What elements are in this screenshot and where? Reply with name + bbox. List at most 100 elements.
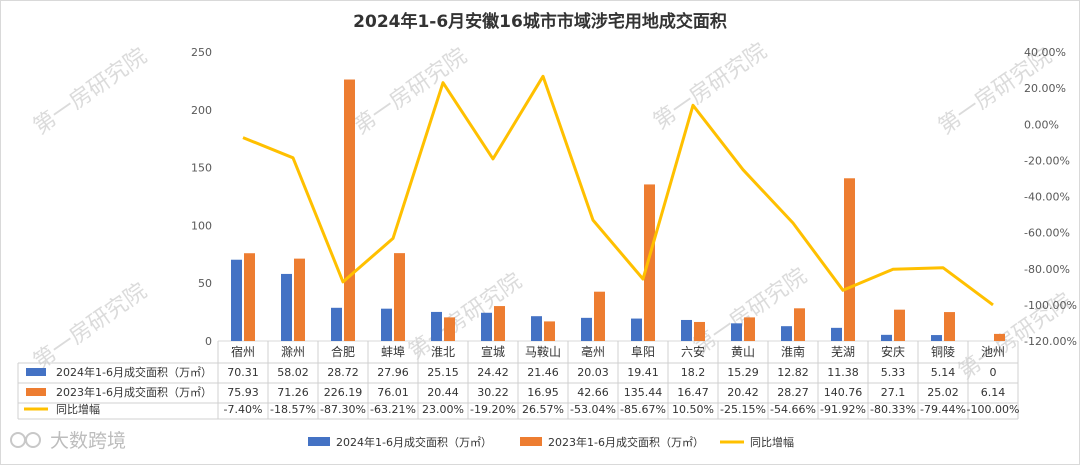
bar-2024 (781, 326, 792, 341)
y-left-tick-label: 250 (191, 46, 212, 59)
category-label: 淮北 (431, 345, 455, 359)
category-label: 阜阳 (631, 345, 655, 359)
table-cell: 70.31 (227, 366, 259, 379)
table-cell: -85.67% (620, 403, 666, 416)
y-axis-right: -120.00% -100.00% -80.00% -60.00% -40.00% -20… (1024, 46, 1077, 348)
table-cell: -87.30% (320, 403, 366, 416)
bar-2024 (231, 259, 242, 341)
table-cell: 71.26 (277, 386, 309, 399)
y-left-tick-label: 200 (191, 104, 212, 117)
logo-mark-icon (25, 432, 41, 448)
category-label: 亳州 (581, 344, 605, 359)
y-right-tick-label: 0.00% (1024, 118, 1059, 131)
bar-2024 (281, 273, 292, 341)
legend-swatch (520, 437, 542, 446)
table-cell: 25.02 (927, 386, 959, 399)
bar-2023 (844, 178, 855, 341)
legend: 2024年1-6月成交面积（万㎡） 2023年1-6月成交面积（万㎡） 同比增幅 (308, 435, 794, 449)
bar-2023 (544, 321, 555, 341)
legend-label: 2024年1-6月成交面积（万㎡） (336, 435, 492, 449)
table-cell: 5.14 (931, 366, 956, 379)
y-left-tick-label: 100 (191, 219, 212, 232)
table-cell: 19.41 (627, 366, 659, 379)
y-right-tick-label: 40.00% (1024, 46, 1066, 59)
table-cell: 25.15 (427, 366, 459, 379)
table-cell: 23.00% (422, 403, 464, 416)
table-cell: -79.44% (920, 403, 966, 416)
bar-2023 (944, 312, 955, 341)
table-cell: 42.66 (577, 386, 609, 399)
bar-2023 (594, 291, 605, 341)
bar-2024 (681, 319, 692, 341)
table-cell: 28.27 (777, 386, 809, 399)
table-cell: 6.14 (981, 386, 1006, 399)
bar-2024 (431, 311, 442, 341)
table-cell: -63.21% (370, 403, 416, 416)
bar-2024 (531, 316, 542, 341)
legend-swatch (308, 437, 330, 446)
table-cell: 0 (990, 366, 997, 379)
y-left-tick-label: 150 (191, 162, 212, 175)
bar-2024 (631, 318, 642, 341)
table-key-swatch (26, 388, 46, 396)
bar-2024 (881, 334, 892, 341)
category-label: 黄山 (731, 345, 755, 359)
table-cell: 15.29 (727, 366, 759, 379)
data-table: 宿州 滁州 合肥 蚌埠 淮北 宣城 马鞍山 亳州 阜阳 六安 黄山 淮南 芜湖 安庆 铜陵 池州 2024年1-… (17, 341, 1019, 420)
table-cell: -91.92% (820, 403, 866, 416)
table-cell: 58.02 (277, 366, 309, 379)
y-right-tick-label: -60.00% (1024, 227, 1070, 240)
y-right-tick-label: -100.00% (1024, 299, 1077, 312)
chart-title: 2024年1-6月安徽16城市市域涉宅用地成交面积 (353, 11, 727, 32)
table-cell: 27.1 (881, 386, 906, 399)
table-cell: -53.04% (570, 403, 616, 416)
brand-logo: 大数跨境 (10, 430, 126, 452)
table-cell: 76.01 (377, 386, 409, 399)
bar-2023 (294, 258, 305, 341)
category-label: 合肥 (331, 344, 355, 359)
bar-2023 (994, 333, 1005, 341)
y-left-tick-label: 0 (205, 335, 212, 348)
category-label: 宿州 (231, 344, 255, 359)
y-left-tick-label: 50 (198, 277, 212, 290)
table-cell: 10.50% (672, 403, 714, 416)
table-cell: 24.42 (477, 366, 509, 379)
table-cell: -80.33% (870, 403, 916, 416)
bar-2024 (381, 308, 392, 341)
bar-2023 (494, 306, 505, 341)
table-key-swatch (26, 368, 46, 376)
table-cell: 21.46 (527, 366, 559, 379)
table-cell: 16.95 (527, 386, 559, 399)
y-right-tick-label: 20.00% (1024, 82, 1066, 95)
table-cell: 20.03 (577, 366, 609, 379)
category-label: 池州 (981, 345, 1005, 359)
category-label: 芜湖 (831, 344, 855, 359)
bar-2023 (244, 253, 255, 341)
bar-2023 (744, 317, 755, 341)
y-right-tick-label: -40.00% (1024, 191, 1070, 204)
category-label: 滁州 (281, 344, 305, 359)
table-cell: 18.2 (681, 366, 706, 379)
bar-2024 (731, 323, 742, 341)
table-cell: 20.42 (727, 386, 759, 399)
table-cell: 12.82 (777, 366, 809, 379)
table-row-label: 2023年1-6月成交面积（万㎡） (56, 385, 212, 399)
legend-label: 2023年1-6月成交面积（万㎡） (548, 435, 704, 449)
bar-2023 (444, 317, 455, 341)
bar-2023 (894, 309, 905, 341)
table-cell: -19.20% (470, 403, 516, 416)
bar-2024 (481, 312, 492, 341)
bar-2024 (831, 327, 842, 341)
table-cell: 75.93 (227, 386, 259, 399)
table-cell: 135.44 (624, 386, 663, 399)
bar-2023 (344, 79, 355, 342)
table-cell: 27.96 (377, 366, 409, 379)
table-row-label: 同比增幅 (56, 402, 100, 416)
bar-2023 (644, 184, 655, 341)
logo-text: 大数跨境 (50, 430, 126, 452)
category-label: 六安 (681, 344, 705, 359)
table-cell: 28.72 (327, 366, 359, 379)
category-label: 蚌埠 (381, 345, 405, 359)
